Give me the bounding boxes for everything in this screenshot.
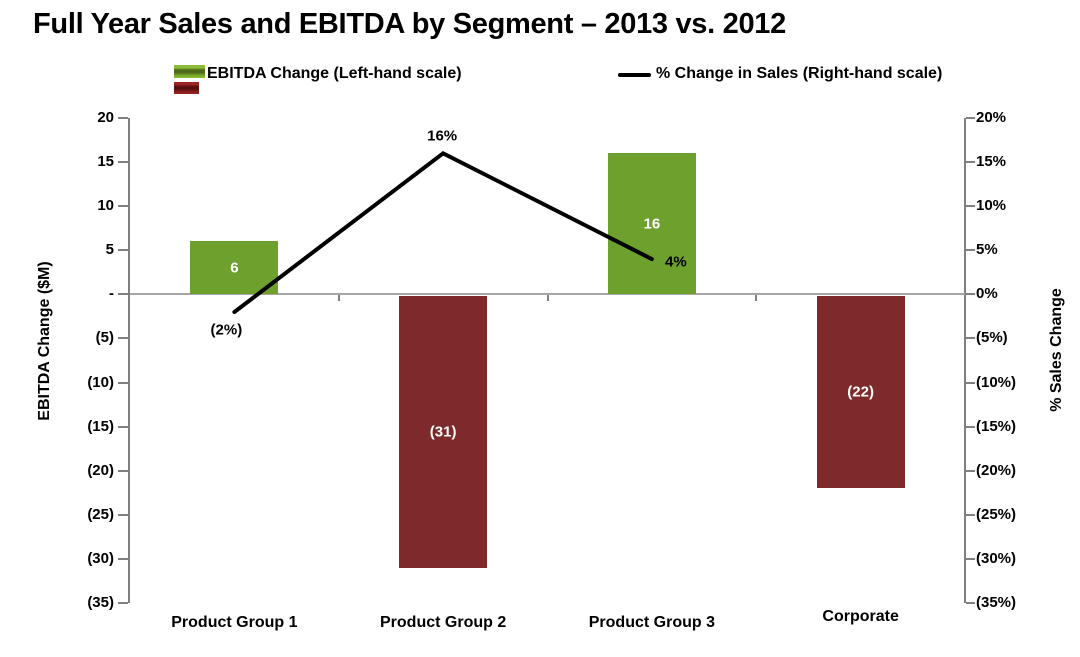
chart-title: Full Year Sales and EBITDA by Segment – … (33, 8, 786, 40)
left-axis-tick (118, 469, 128, 472)
right-axis-tick-label: (30%) (976, 549, 1017, 567)
left-axis-tick-label: (30) (87, 549, 114, 567)
legend-swatch-ebitda-positive (174, 65, 205, 78)
bar-1 (190, 241, 279, 295)
left-axis-tick-label: (15) (87, 417, 114, 435)
legend-line-swatch-sales (618, 73, 651, 77)
bar-value-label: (31) (429, 423, 457, 441)
category-axis-tick (755, 294, 758, 302)
legend-label-ebitda: EBITDA Change (Left-hand scale) (207, 65, 462, 82)
right-axis-tick (966, 293, 975, 296)
right-axis-tick-label: (35%) (976, 594, 1017, 611)
line-value-label: 4% (665, 253, 687, 271)
left-axis-line (128, 118, 130, 603)
right-axis-tick (966, 337, 975, 340)
category-label-1: Product Group 1 (171, 614, 298, 631)
category-axis-tick (546, 294, 549, 302)
right-axis-tick (966, 117, 975, 119)
right-axis-tick-label: 15% (976, 153, 1007, 171)
right-axis-tick (966, 602, 975, 604)
bar-value-label: (22) (847, 383, 874, 401)
right-axis-tick-label: 10% (976, 197, 1007, 215)
left-axis-tick (118, 293, 128, 296)
left-axis-tick (118, 117, 128, 119)
category-label-2: Product Group 2 (380, 614, 507, 631)
category-axis-tick (337, 294, 340, 302)
right-axis-line (964, 118, 966, 603)
bar-value-label: 6 (230, 259, 239, 277)
category-label-4: Corporate (822, 608, 899, 625)
left-axis-tick (118, 513, 128, 516)
left-axis-tick (118, 205, 128, 208)
right-axis-tick-label: (25%) (976, 505, 1017, 523)
right-axis-tick (966, 469, 975, 472)
line-value-label: (2%) (210, 321, 243, 339)
sales-change-line (232, 150, 654, 314)
right-axis-tick-label: (15%) (976, 417, 1017, 435)
right-axis-tick-label: (20%) (976, 461, 1017, 479)
right-axis-tick (966, 161, 975, 164)
bar-value-label: 16 (643, 215, 661, 233)
category-label-3: Product Group 3 (588, 614, 715, 631)
right-axis-tick-label: 0% (976, 285, 998, 303)
right-axis-tick-label: 20% (976, 109, 1007, 126)
bar-2 (399, 296, 488, 568)
legend-swatch-ebitda-negative (174, 82, 199, 94)
left-axis-tick-label: 15 (97, 153, 114, 171)
right-axis-tick-label: (5%) (976, 329, 1008, 347)
right-axis-tick (966, 557, 975, 560)
zero-baseline (130, 293, 965, 296)
left-axis-tick-label: (20) (87, 461, 114, 479)
line-value-label: 16% (427, 127, 458, 145)
right-axis-tick-label: 5% (976, 241, 998, 259)
left-axis-tick-label: 20 (97, 109, 114, 126)
left-axis-tick-label: (10) (87, 373, 114, 391)
right-axis-tick-label: (10%) (976, 373, 1017, 391)
bar-3 (607, 153, 696, 295)
left-axis-tick-label: (5) (95, 329, 114, 347)
left-axis-tick (118, 381, 128, 384)
left-axis-tick (118, 602, 128, 604)
legend-label-sales-change: % Change in Sales (Right-hand scale) (656, 65, 943, 82)
left-axis-tick-label: - (109, 285, 114, 303)
left-axis-tick-label: 10 (97, 197, 114, 215)
left-axis-tick-label: 5 (105, 241, 114, 259)
left-axis-tick-label: (35) (87, 594, 114, 611)
left-axis-tick (118, 557, 128, 560)
left-axis-tick (118, 249, 128, 252)
left-axis-tick (118, 337, 128, 340)
left-axis-tick (118, 425, 128, 428)
right-axis-tick (966, 249, 975, 252)
right-axis-tick (966, 381, 975, 384)
bar-4 (816, 296, 905, 489)
right-axis-tick (966, 425, 975, 428)
left-axis-tick (118, 161, 128, 164)
right-axis-tick (966, 205, 975, 208)
left-axis-tick-label: (25) (87, 505, 114, 523)
right-axis-tick (966, 513, 975, 516)
